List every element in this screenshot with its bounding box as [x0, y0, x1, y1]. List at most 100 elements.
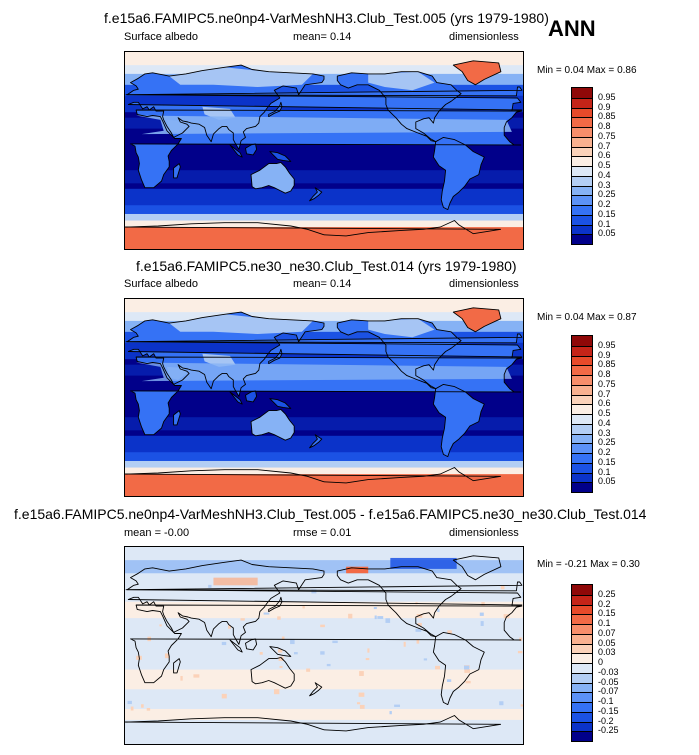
- panel-2-colorbar: 0.95 0.9 0.85 0.8 0.75 0.7 0.6 0.5 0.4 0.3 0.25 0.2…: [571, 335, 616, 493]
- difference-field: [479, 612, 484, 616]
- land-region: [230, 392, 243, 405]
- albedo-band: [125, 52, 523, 66]
- season-label: ANN: [548, 16, 596, 41]
- difference-field: [346, 566, 369, 574]
- coastline: [130, 604, 523, 684]
- colorbar-tick-label: 0.05: [598, 476, 616, 487]
- albedo-band: [125, 435, 523, 453]
- coastline: [336, 566, 462, 638]
- difference-field: [273, 689, 280, 695]
- coastline: [125, 219, 501, 237]
- colorbar-swatch: [572, 146, 592, 157]
- panel-3-map: [124, 546, 524, 745]
- coastline: [309, 682, 323, 697]
- panel-2-map-field: [125, 299, 523, 496]
- colorbar-swatch: [572, 711, 592, 722]
- difference-field: [464, 669, 471, 673]
- colorbar-tick-label: 0.9: [598, 101, 611, 112]
- difference-field: [416, 639, 420, 644]
- colorbar-swatch: [572, 614, 592, 624]
- colorbar-swatch: [572, 384, 592, 395]
- difference-field: [503, 614, 510, 619]
- panel-1-min-label: Min =: [537, 65, 562, 76]
- coastline: [250, 409, 295, 441]
- colorbar-tick-label: 0.15: [598, 208, 616, 219]
- albedo-band: [125, 65, 523, 75]
- land-region: [230, 145, 243, 158]
- coastline: [452, 307, 502, 333]
- difference-field: [464, 665, 470, 670]
- colorbar-tick-label: 0.15: [598, 456, 616, 467]
- colorbar-swatch: [572, 653, 592, 663]
- difference-field: [240, 618, 245, 621]
- colorbar-tick-label: 0.8: [598, 369, 611, 379]
- difference-field: [146, 708, 151, 711]
- coastline: [173, 163, 181, 179]
- colorbar-tick-label: 0: [598, 657, 604, 667]
- difference-field: [306, 668, 311, 672]
- difference-field: [435, 665, 440, 670]
- colorbar-tick-label: -0.25: [598, 725, 619, 736]
- difference-field: [390, 557, 457, 569]
- colorbar-swatch: [572, 394, 592, 405]
- colorbar-tick-label: 0.2: [598, 199, 611, 209]
- difference-field: [279, 665, 283, 669]
- colorbar-tick-label: 0.25: [598, 437, 616, 448]
- panel-1-units-label: dimensionless: [449, 31, 519, 43]
- panel-3-max-label: Max =: [590, 559, 618, 570]
- difference-field: [359, 704, 365, 709]
- coastline: [125, 717, 325, 731]
- colorbar-tick-label: -0.05: [598, 676, 619, 687]
- panel-2-min-label: Min =: [537, 312, 562, 323]
- panel-3-colorbar: 0.25 0.2 0.15 0.1 0.07 0.05 0.03 0 -0.03 -0.05 -0.…: [571, 584, 619, 742]
- difference-field: [278, 656, 284, 661]
- panel-1-colorbar: 0.95 0.9 0.85 0.8 0.75 0.7 0.6 0.5 0.4 0.3 0.25 0.2…: [571, 87, 616, 245]
- panel-3-units-label: dimensionless: [449, 527, 519, 539]
- coastline: [269, 646, 292, 657]
- colorbar-swatch: [572, 721, 592, 732]
- coastline: [130, 109, 523, 189]
- colorbar-tick-label: -0.1: [598, 696, 614, 706]
- difference-field: [221, 641, 227, 646]
- coastline: [125, 333, 523, 344]
- coastline: [245, 390, 258, 403]
- colorbar-swatch: [572, 731, 592, 741]
- colorbar-tick-label: 0.95: [598, 339, 616, 350]
- panel-2-max-label: Max =: [586, 312, 615, 323]
- colorbar-tick-label: 0.7: [598, 140, 611, 151]
- panel-2-title: f.e15a6.FAMIPC5.ne30_ne30.Club_Test.014 …: [136, 258, 517, 274]
- colorbar-swatch: [572, 375, 592, 385]
- albedo-band: [125, 188, 523, 206]
- difference-field: [130, 706, 134, 711]
- coastline: [268, 101, 283, 118]
- colorbar-tick-label: 0.2: [598, 598, 611, 609]
- colorbar-swatch: [572, 433, 592, 444]
- colorbar-swatch: [572, 365, 592, 375]
- colorbar-tick-label: -0.07: [598, 686, 619, 697]
- albedo-band: [125, 452, 523, 462]
- difference-field: [320, 651, 325, 655]
- colorbar-swatch: [572, 462, 592, 473]
- colorbar-tick-label: 0.75: [598, 130, 616, 141]
- coastline: [173, 658, 181, 674]
- colorbar-tick-label: 0.15: [598, 608, 616, 619]
- colorbar-swatch: [572, 692, 592, 702]
- coastline: [126, 559, 523, 645]
- colorbar-swatch: [572, 482, 592, 492]
- coastline: [130, 356, 523, 436]
- land-region: [453, 60, 501, 85]
- colorbar-tick-label: 0.5: [598, 408, 611, 418]
- coastline: [250, 162, 295, 194]
- difference-field: [326, 663, 331, 667]
- colorbar-swatch: [572, 643, 592, 654]
- land-region: [433, 137, 485, 210]
- colorbar-swatch: [572, 472, 592, 483]
- coastline: [229, 639, 243, 653]
- colorbar-swatch: [572, 224, 592, 235]
- coastline: [336, 71, 462, 143]
- difference-field: [437, 608, 440, 613]
- panel-3-max-value: 0.30: [620, 559, 640, 570]
- difference-field: [348, 613, 353, 619]
- land-region: [167, 366, 187, 380]
- panel-2-mean-label: mean= 0.14: [293, 278, 352, 290]
